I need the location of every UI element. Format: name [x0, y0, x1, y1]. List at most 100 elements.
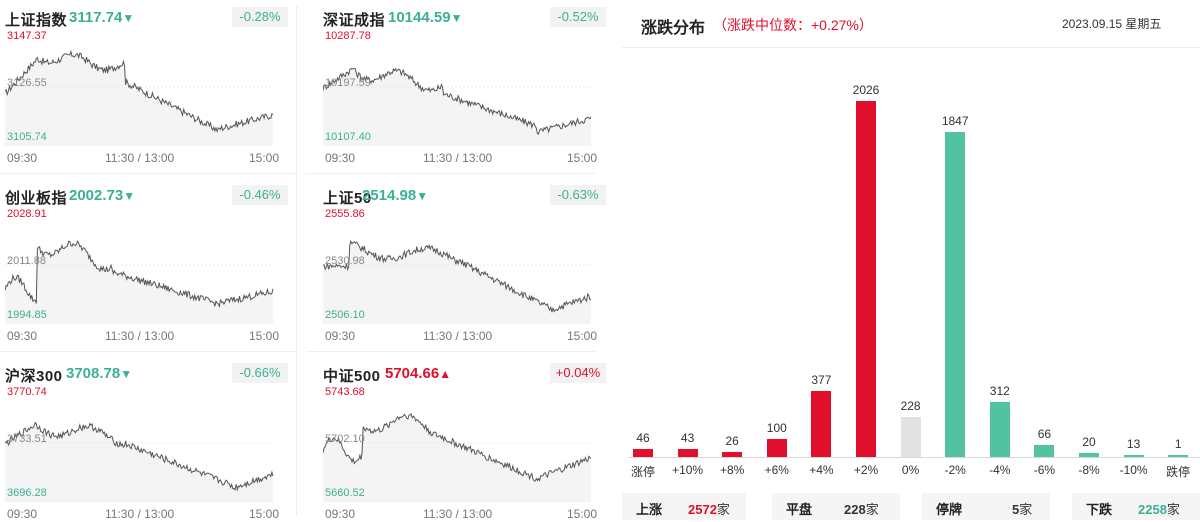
index-name: 上证指数 — [5, 12, 68, 29]
horizontal-divider — [0, 173, 296, 174]
distribution-bar[interactable] — [766, 439, 787, 457]
summary-unit: 家 — [1166, 502, 1180, 517]
distribution-bar[interactable] — [1079, 453, 1099, 457]
price-line — [323, 413, 592, 482]
summary-suspended[interactable]: 停牌 5家 — [922, 493, 1050, 520]
summary-unit: 家 — [865, 502, 879, 517]
index-change-badge: -0.66% — [232, 363, 288, 383]
intraday-chart[interactable] — [5, 30, 280, 148]
index-price-value: 3708.78 — [66, 365, 121, 382]
arrow-down-icon: ▼ — [122, 11, 135, 25]
bar-category-label: 跌停 — [1166, 465, 1191, 479]
index-card-zz500[interactable]: 中证500 5704.66▲ +0.04% 5743.68 5702.10 5660.52… — [323, 356, 606, 522]
time-label-close: 15:00 — [567, 329, 598, 343]
axis-mid-label: 3733.51 — [7, 433, 47, 445]
summary-value: 228家 — [844, 499, 879, 518]
index-card-sh[interactable]: 上证指数 3117.74▼ -0.28% 3147.37 3126.55 3105.74 0… — [5, 0, 288, 170]
time-label-open: 09:30 — [325, 507, 356, 521]
time-label-open: 09:30 — [325, 151, 356, 165]
summary-up[interactable]: 上涨 2572家 — [622, 493, 746, 520]
distribution-bar[interactable] — [989, 402, 1010, 457]
distribution-bar[interactable] — [1034, 445, 1055, 457]
bar-value-label: 377 — [811, 372, 832, 387]
time-label-close: 15:00 — [567, 151, 598, 165]
intraday-chart[interactable] — [323, 208, 598, 326]
summary-count: 228 — [844, 502, 866, 517]
summary-value: 2258家 — [1138, 499, 1180, 518]
bar-category-label: -10% — [1119, 463, 1148, 477]
index-name: 上证50 — [323, 190, 372, 207]
index-name: 中证500 — [323, 368, 381, 385]
index-name: 深证成指 — [323, 12, 386, 29]
time-label-open: 09:30 — [7, 507, 38, 521]
index-price-value: 5704.66 — [385, 365, 440, 382]
bar-value-label: 1847 — [941, 114, 969, 129]
price-area — [5, 241, 273, 324]
arrow-down-icon: ▼ — [123, 189, 136, 203]
bar-category-label: -2% — [944, 463, 966, 477]
axis-mid-label: 2011.88 — [7, 255, 46, 267]
summary-count: 2572 — [688, 502, 717, 517]
axis-high-label: 3770.74 — [7, 386, 47, 398]
index-card-cyb[interactable]: 创业板指 2002.73▼ -0.46% 2028.91 2011.88 1994.85 0… — [5, 178, 288, 348]
distribution-bar[interactable] — [900, 416, 921, 457]
summary-value: 2572家 — [688, 499, 730, 518]
bar-category-label: +8% — [720, 463, 745, 477]
summary-unit: 家 — [1019, 502, 1033, 517]
intraday-chart[interactable] — [323, 386, 598, 504]
price-area — [323, 68, 591, 146]
distribution-bar[interactable] — [856, 101, 876, 457]
time-label-open: 09:30 — [7, 151, 38, 165]
time-label-midday: 11:30 / 13:00 — [105, 507, 175, 521]
distribution-bar[interactable] — [677, 449, 698, 457]
bar-value-label: 20 — [1082, 435, 1096, 450]
distribution-bar[interactable] — [1123, 454, 1144, 457]
distribution-bar[interactable] — [945, 132, 966, 457]
index-price-value: 3117.74 — [69, 9, 123, 26]
arrow-up-icon: ▲ — [439, 367, 452, 381]
intraday-chart[interactable] — [5, 208, 280, 326]
price-area — [5, 51, 273, 146]
distribution-bar[interactable] — [633, 448, 653, 457]
index-card-hs300[interactable]: 沪深300 3708.78▼ -0.66% 3770.74 3733.51 3696.28… — [5, 356, 288, 522]
axis-low-label: 2506.10 — [325, 309, 365, 321]
bar-value-label: 228 — [900, 398, 921, 413]
arrow-down-icon: ▼ — [450, 11, 463, 25]
time-label-open: 09:30 — [325, 329, 356, 343]
axis-mid-label: 10197.59 — [325, 77, 371, 89]
time-label-close: 15:00 — [249, 151, 280, 165]
bar-category-label: +10% — [672, 463, 704, 477]
time-label-midday: 11:30 / 13:00 — [423, 507, 493, 521]
intraday-chart[interactable] — [5, 386, 280, 504]
bar-value-label: 13 — [1126, 436, 1141, 451]
price-area — [5, 422, 273, 502]
bar-value-label: 2026 — [852, 83, 880, 97]
index-card-sz50[interactable]: 上证50 2514.98▼ -0.63% 2555.86 2530.98 2506.10 0… — [323, 178, 606, 348]
index-card-sz[interactable]: 深证成指 10144.59▼ -0.52% 10287.78 10197.59 10107… — [323, 0, 606, 170]
bar-category-label: -8% — [1078, 463, 1100, 477]
distribution-bar[interactable] — [722, 452, 743, 457]
time-label-midday: 11:30 / 13:00 — [423, 329, 493, 343]
index-name: 沪深300 — [5, 368, 63, 385]
summary-label: 停牌 — [936, 502, 963, 517]
bar-category-label: +2% — [853, 463, 879, 477]
bar-value-label: 100 — [766, 421, 787, 436]
axis-high-label: 3147.37 — [7, 30, 47, 42]
summary-label: 下跌 — [1086, 502, 1113, 517]
bar-category-label: +4% — [809, 463, 834, 477]
index-change-badge: -0.52% — [550, 7, 606, 27]
axis-low-label: 10107.40 — [325, 131, 371, 143]
price-line — [5, 421, 274, 492]
distribution-bar[interactable] — [1168, 455, 1189, 457]
intraday-chart[interactable] — [323, 30, 598, 148]
summary-count: 2258 — [1138, 502, 1167, 517]
index-price: 5704.66▲ — [385, 365, 451, 382]
time-label-close: 15:00 — [567, 507, 598, 521]
axis-low-label: 3696.28 — [7, 487, 47, 499]
bar-value-label: 1 — [1174, 437, 1182, 451]
summary-down[interactable]: 下跌 2258家 — [1072, 493, 1200, 520]
summary-flat[interactable]: 平盘 228家 — [772, 493, 900, 520]
bar-category-label: 涨停 — [630, 465, 655, 479]
distribution-bar[interactable] — [811, 390, 832, 457]
arrow-down-icon: ▼ — [416, 189, 429, 203]
